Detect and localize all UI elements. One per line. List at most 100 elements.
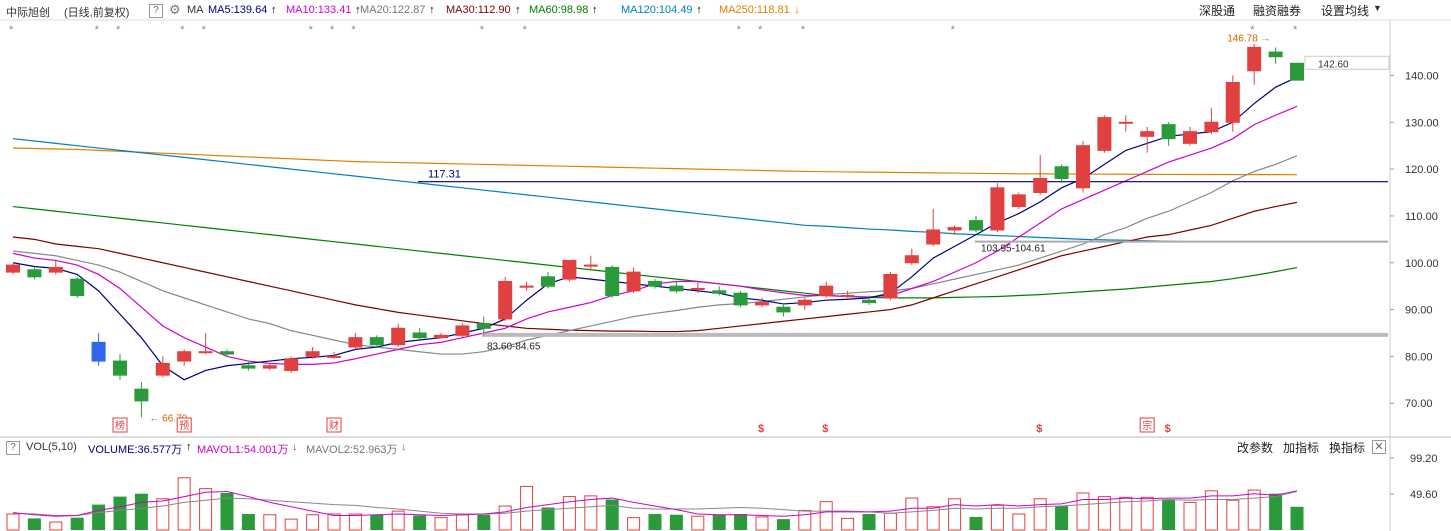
down-arrow-icon: ↓: [401, 441, 407, 453]
volume-bar: [1033, 498, 1047, 531]
chart-mode: (日线,前复权): [64, 7, 130, 19]
vol-label: VOL(5,10): [26, 441, 77, 453]
candle-body: [583, 264, 598, 267]
volume-bar: [1055, 506, 1069, 530]
last-price-box: [1304, 55, 1390, 70]
candle-body: [6, 264, 20, 273]
chevron-down-icon[interactable]: ▼: [1373, 3, 1382, 13]
star-marker: *: [1293, 24, 1298, 36]
star-marker: *: [95, 24, 100, 36]
set-ma-button[interactable]: 设置均线: [1321, 4, 1370, 18]
event-tag: 榜: [115, 419, 125, 432]
star-marker: *: [116, 24, 121, 36]
ma-legend-item: MA20:122.87: [360, 4, 426, 16]
star-marker: *: [801, 24, 806, 36]
star-marker: *: [737, 24, 742, 36]
ma20-line: [12, 155, 1298, 355]
volume-bar: [1012, 513, 1026, 531]
candle-body: [819, 285, 834, 297]
volume-bar: [1290, 506, 1304, 530]
stock-name: 中际旭创: [6, 7, 50, 19]
volume-bar: [969, 516, 983, 530]
volume-bar: [648, 514, 662, 530]
candle-body: [712, 290, 727, 294]
switch-indicator-button[interactable]: 换指标: [1329, 441, 1366, 455]
candle-body: [1140, 131, 1155, 137]
volume-bar: [1097, 496, 1111, 531]
volume-bar: [712, 514, 726, 530]
candle-body: [648, 280, 662, 287]
candle-body: [391, 327, 406, 346]
volume-bar: [498, 505, 512, 531]
candle-body: [1290, 62, 1304, 81]
candle-body: [797, 299, 812, 306]
volume-bar: [1076, 492, 1090, 531]
candle-body: [1033, 177, 1048, 194]
candle-body: [1054, 166, 1069, 179]
help-icon[interactable]: ?: [149, 4, 163, 18]
candle-body: [155, 362, 170, 376]
up-arrow-icon: ↑: [429, 4, 435, 16]
volume-bar: [477, 514, 491, 530]
star-marker: *: [9, 24, 14, 36]
hline-label: 117.31: [428, 169, 461, 181]
y-tick-label: 120.00: [1405, 164, 1439, 176]
volume-bar: [948, 498, 962, 531]
volume-bar: [541, 507, 555, 530]
gear-icon[interactable]: ⚙: [169, 2, 181, 17]
y-tick-label: 130.00: [1405, 117, 1439, 129]
volume-bar: [776, 519, 790, 530]
help-icon[interactable]: ?: [6, 441, 20, 455]
close-icon[interactable]: ✕: [1372, 440, 1386, 454]
mavol2-line: [12, 491, 1298, 516]
candle-body: [27, 269, 42, 278]
volume-bar: [49, 521, 63, 531]
volume-bar: [627, 517, 641, 531]
sgt-button[interactable]: 深股通: [1199, 4, 1236, 18]
candle-body: [476, 323, 491, 329]
event-tag: 宗: [1142, 419, 1152, 432]
event-tag: 预: [179, 420, 189, 432]
volume-bar: [1183, 501, 1197, 531]
support-band: [482, 332, 1388, 337]
margin-trading-button[interactable]: 融资融券: [1253, 4, 1302, 18]
candle-body: [1097, 117, 1112, 151]
volume-bar: [27, 518, 41, 530]
star-marker: *: [309, 24, 314, 36]
candle-body: [348, 337, 363, 348]
volume-bar: [70, 517, 84, 530]
candle-body: [926, 229, 941, 245]
volume-bar: [1247, 489, 1261, 531]
event-tag-box: [112, 417, 128, 433]
volume-bar: [156, 498, 170, 531]
candle-body: [498, 280, 513, 320]
event-tag-box: [1139, 417, 1155, 433]
y-tick-label: 140.00: [1405, 70, 1439, 82]
edit-params-button[interactable]: 改参数: [1237, 441, 1274, 455]
volume-bar: [841, 517, 855, 531]
candle-body: [198, 351, 213, 354]
candle-body: [434, 334, 448, 339]
volume-bar: [348, 513, 362, 531]
candle-body: [1268, 51, 1283, 58]
add-indicator-button[interactable]: 加指标: [1283, 441, 1320, 455]
candle-body: [327, 355, 341, 358]
low-label: ← 66.70: [149, 414, 187, 425]
down-arrow-icon: ↓: [292, 441, 298, 453]
volume-bar: [1140, 496, 1154, 531]
volume-bar: [1204, 490, 1218, 531]
volume-bar: [990, 504, 1004, 531]
volume-bar: [862, 514, 876, 530]
volume-bar: [1226, 499, 1240, 531]
candle-body: [519, 285, 534, 288]
volume-bar: [241, 514, 255, 530]
volume-bar: [669, 514, 683, 530]
candle-body: [969, 220, 983, 231]
ma60-line: [12, 205, 1298, 299]
candle-body: [134, 388, 149, 402]
candle-body: [904, 255, 919, 264]
volume-bar: [177, 477, 191, 531]
candle-body: [220, 351, 234, 355]
up-arrow-icon: ↑: [696, 4, 702, 16]
